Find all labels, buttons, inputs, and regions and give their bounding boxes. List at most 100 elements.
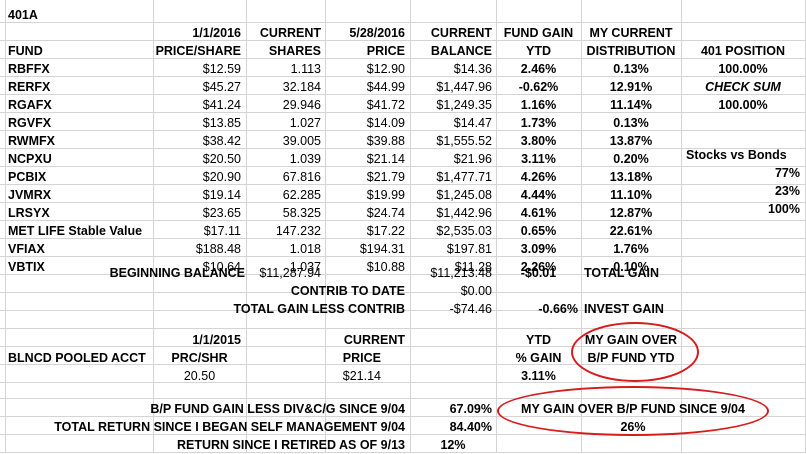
stocks-bonds-total: 100% — [768, 202, 800, 216]
current-balance-total: $11,213.48 — [430, 266, 492, 280]
gridline — [0, 364, 806, 365]
fund-name: VBTIX — [8, 260, 45, 274]
fund-distribution: 1.76% — [613, 242, 649, 256]
fund-distribution: 12.91% — [609, 80, 653, 94]
header-ytd: YTD — [526, 44, 551, 58]
gridline — [0, 256, 806, 257]
gridline — [0, 310, 806, 311]
gridline — [0, 398, 806, 399]
fund-distribution: 0.20% — [613, 152, 649, 166]
gridline — [246, 0, 247, 453]
fund-current-price: $24.74 — [366, 206, 405, 220]
fund-start-price: $188.48 — [195, 242, 241, 256]
fund-balance: $2,535.03 — [436, 224, 492, 238]
fund-distribution: 12.87% — [609, 206, 653, 220]
gridline — [410, 0, 411, 453]
contrib-label: CONTRIB TO DATE — [290, 284, 405, 298]
retired-return-value: 12% — [440, 438, 466, 452]
fund-shares: 1.018 — [289, 242, 321, 256]
gridline — [0, 238, 806, 239]
gridline — [581, 0, 582, 453]
fund-balance: $14.36 — [453, 62, 492, 76]
fund-shares: 62.285 — [282, 188, 321, 202]
gridline — [5, 0, 6, 453]
header-my-current: MY CURRENT — [589, 26, 673, 40]
fund-name: RERFX — [8, 80, 51, 94]
fund-start-price: $45.27 — [202, 80, 241, 94]
header-distribution: DISTRIBUTION — [586, 44, 676, 58]
gain-less-contrib-label: TOTAL GAIN LESS CONTRIB — [233, 302, 405, 316]
fund-balance: $1,249.35 — [436, 98, 492, 112]
highlight-oval-since — [497, 386, 769, 436]
gridline — [325, 0, 326, 453]
gridline — [0, 434, 806, 435]
header-current-1: CURRENT — [259, 26, 321, 40]
total-return-value: 84.40% — [449, 420, 492, 434]
fund-balance: $1,447.96 — [436, 80, 492, 94]
fund-current-price: $17.22 — [366, 224, 405, 238]
pooled-ytd-gain: 3.11% — [521, 369, 556, 383]
fund-gain-ytd: -0.62% — [518, 80, 559, 94]
fund-shares: 39.005 — [282, 134, 321, 148]
pooled-account-label: BLNCD POOLED ACCT — [8, 351, 146, 365]
position-total: 100.00% — [718, 62, 768, 76]
fund-current-price: $10.88 — [366, 260, 405, 274]
beginning-balance-label: BEGINNING BALANCE — [109, 266, 245, 280]
fund-name: RGVFX — [8, 116, 52, 130]
fund-shares: 32.184 — [282, 80, 321, 94]
fund-distribution: 13.18% — [609, 170, 653, 184]
pooled-date: 1/1/2015 — [192, 333, 241, 347]
fund-balance: $14.47 — [453, 116, 492, 130]
gridline — [496, 0, 497, 453]
pooled-prc-shr-header: PRC/SHR — [171, 351, 228, 365]
fund-gain-ytd: 0.65% — [520, 224, 557, 238]
header-price-share: PRICE/SHARE — [155, 44, 241, 58]
gridline — [0, 274, 806, 275]
fund-name: JVMRX — [8, 188, 52, 202]
gridline — [0, 382, 806, 383]
fund-start-price: $23.65 — [202, 206, 241, 220]
fund-start-price: $19.14 — [202, 188, 241, 202]
gridline — [153, 0, 154, 453]
fund-current-price: $21.79 — [366, 170, 405, 184]
fund-current-price: $21.14 — [366, 152, 405, 166]
fund-distribution: 22.61% — [609, 224, 653, 238]
fund-start-price: $20.90 — [202, 170, 241, 184]
fund-start-price: $10.64 — [202, 260, 241, 274]
fund-distribution: 11.14% — [610, 98, 652, 112]
pooled-start-price: 20.50 — [183, 369, 216, 383]
gridline — [0, 346, 806, 347]
bonds-percent: 23% — [774, 184, 800, 198]
fund-gain-ytd: 3.11% — [521, 152, 556, 166]
header-date-current: 5/28/2016 — [349, 26, 405, 40]
fund-distribution: 11.10% — [610, 188, 652, 202]
gridline — [0, 184, 806, 185]
fund-balance: $11.28 — [454, 260, 492, 274]
gridline — [0, 76, 806, 77]
gridline — [0, 166, 806, 167]
fund-distribution: 0.10% — [613, 260, 649, 274]
fund-name: NCPXU — [8, 152, 52, 166]
gridline — [0, 112, 806, 113]
fund-distribution: 0.13% — [613, 116, 649, 130]
fund-gain-ytd: 2.26% — [520, 260, 557, 274]
fund-gain-ytd: 3.80% — [520, 134, 557, 148]
gridline — [0, 202, 806, 203]
retired-return-label: RETURN SINCE I RETIRED AS OF 9/13 — [176, 438, 405, 452]
fund-gain-ytd: 4.44% — [520, 188, 557, 202]
fund-shares: 1.039 — [289, 152, 321, 166]
gridline — [0, 416, 806, 417]
pooled-price-header: PRICE — [342, 351, 381, 365]
fund-start-price: $13.85 — [202, 116, 241, 130]
header-date-start: 1/1/2016 — [192, 26, 241, 40]
gridline — [0, 94, 806, 95]
fund-gain-ytd: 1.16% — [520, 98, 557, 112]
fund-current-price: $39.88 — [366, 134, 405, 148]
total-return-label: TOTAL RETURN SINCE I BEGAN SELF MANAGEME… — [54, 420, 405, 434]
fund-start-price: $38.42 — [202, 134, 241, 148]
highlight-oval-ytd — [571, 322, 699, 382]
total-gain-value: -$0.01 — [520, 266, 557, 280]
fund-current-price: $19.99 — [366, 188, 405, 202]
fund-balance: $21.96 — [453, 152, 492, 166]
fund-name: PCBIX — [8, 170, 47, 184]
